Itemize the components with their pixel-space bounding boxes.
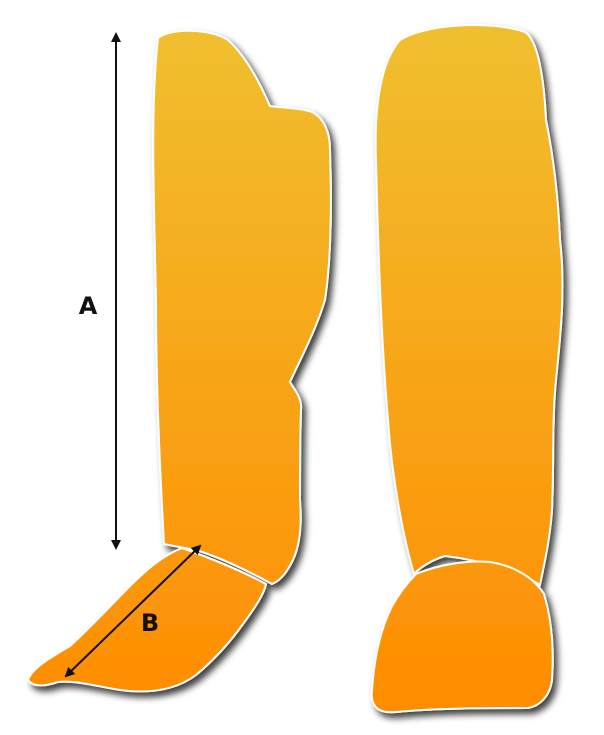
dimension-a: A [79,32,121,550]
right-guard [370,24,564,714]
left-shin-pad [152,29,332,586]
right-shin-pad [374,24,564,587]
right-foot-pad [370,560,554,714]
left-guard [26,29,332,693]
dimension-b: B [64,544,202,678]
dimension-a-label: A [79,292,98,320]
dimension-b-label: B [141,609,159,637]
dimension-b-arrow [64,544,202,678]
